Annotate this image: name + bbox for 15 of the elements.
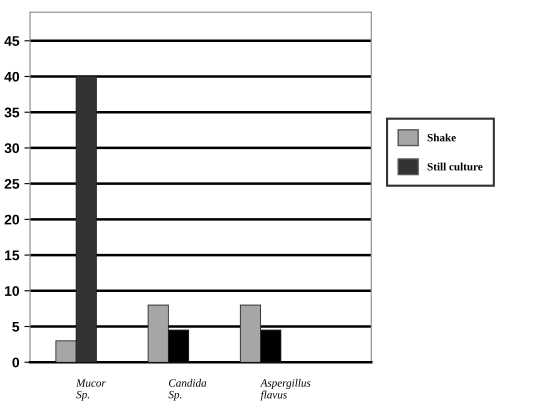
y-tick-label: 25 — [4, 178, 20, 189]
y-tick-label: 40 — [4, 72, 20, 82]
legend-label: Still culture — [428, 162, 482, 170]
y-tick-label: 45 — [4, 36, 20, 46]
y-tick-label: 35 — [4, 108, 20, 118]
y-tick-label: 5 — [12, 322, 20, 332]
y-tick-label: 10 — [5, 286, 20, 296]
x-tick-label: Candida Sp. — [168, 378, 206, 401]
legend-label: Shake — [428, 134, 456, 142]
x-tick-label: Aspergillus flavus — [260, 378, 310, 401]
y-tick-label: 20 — [4, 214, 20, 225]
y-tick-label: 15 — [5, 250, 20, 260]
x-tick-label: Mucor Sp. — [76, 379, 106, 401]
y-tick-label: 30 — [4, 143, 20, 154]
y-tick-label: 0 — [12, 358, 20, 368]
